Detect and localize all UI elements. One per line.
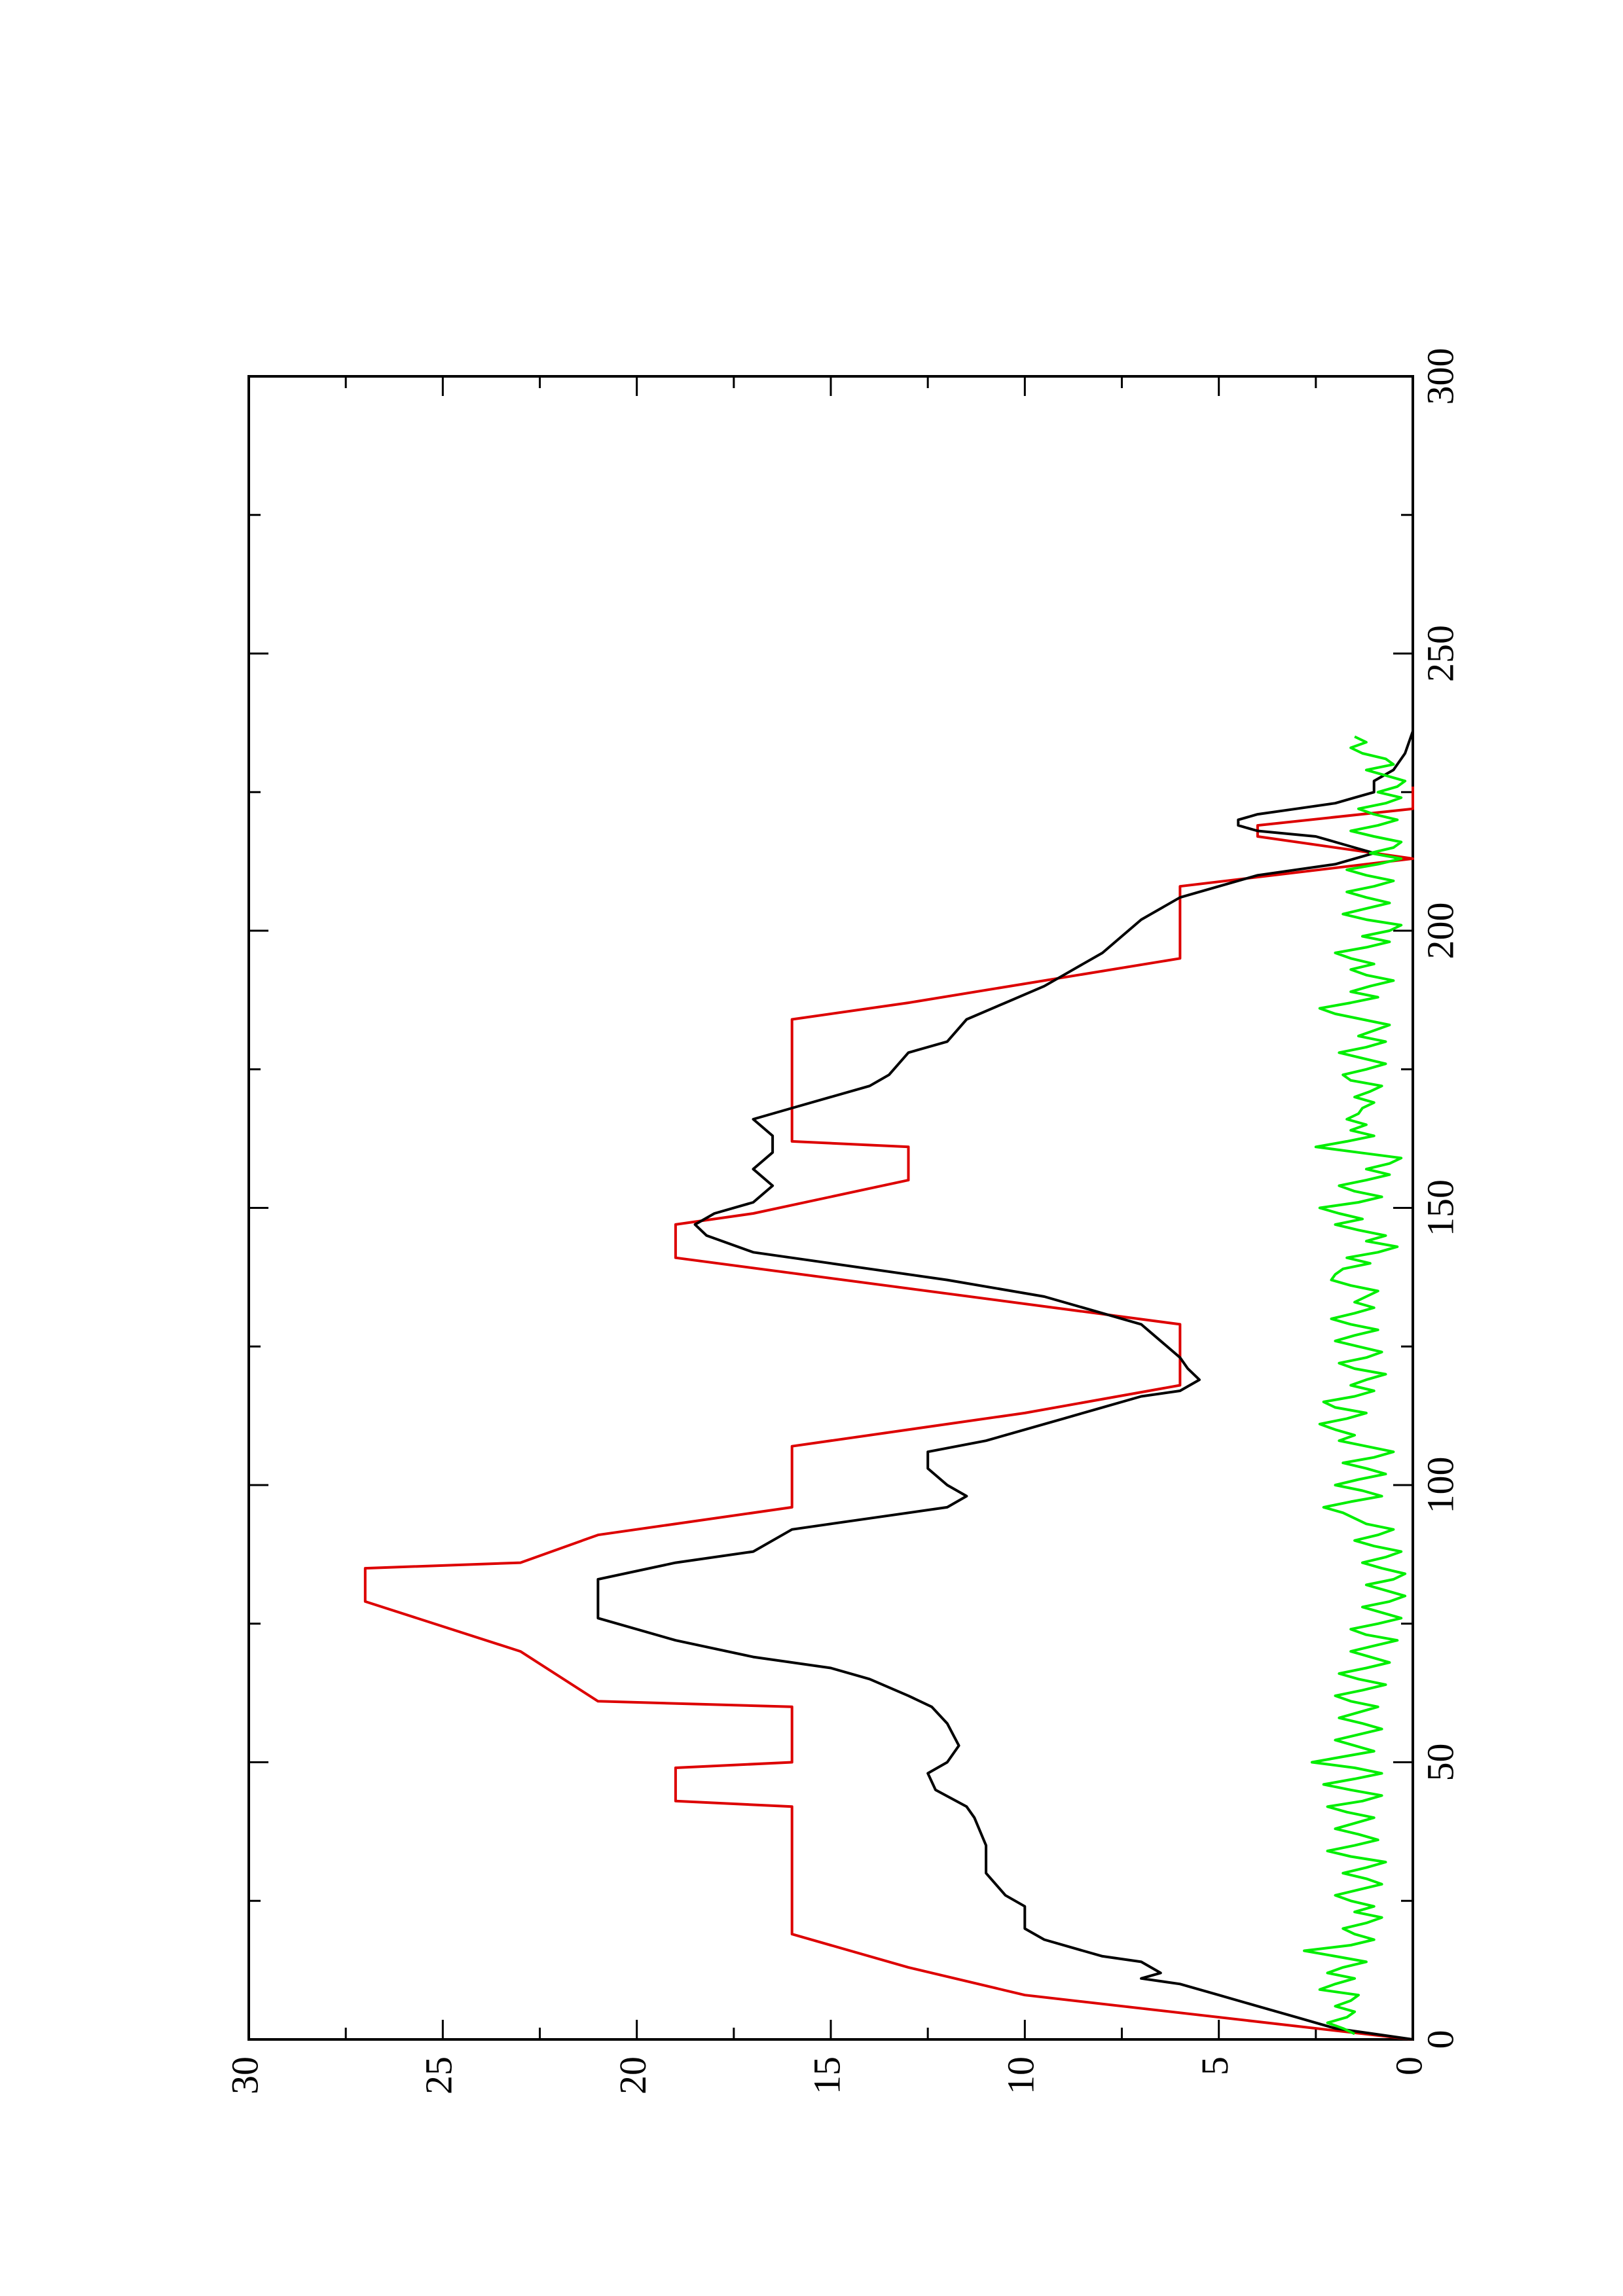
y-tick-label: 5: [1194, 2056, 1236, 2075]
plot-frame: [247, 375, 1414, 2041]
data-series: [363, 730, 1414, 2041]
x-tick-label: 0: [1419, 2030, 1461, 2049]
axis-tick-labels: 0 50 100 150 200 250 300 0 5 10 15 20 25 30: [223, 348, 1461, 2095]
x-tick-label: 300: [1419, 348, 1461, 405]
axis-ticks: [247, 375, 1414, 2041]
series-line-1: [363, 786, 1414, 2041]
series-line-2: [596, 730, 1414, 2041]
y-tick-label: 15: [805, 2056, 848, 2094]
series-line-3: [1303, 735, 1407, 2036]
y-tick-label: 10: [1000, 2056, 1042, 2094]
x-tick-label: 200: [1419, 903, 1461, 960]
x-tick-label: 150: [1419, 1179, 1461, 1236]
y-tick-label: 0: [1387, 2056, 1430, 2075]
y-tick-label: 20: [611, 2056, 654, 2094]
y-tick-label: 30: [223, 2056, 266, 2094]
x-tick-label: 100: [1419, 1457, 1461, 1514]
x-tick-label: 250: [1419, 625, 1461, 682]
y-tick-label: 25: [418, 2056, 460, 2094]
x-tick-label: 50: [1419, 1744, 1461, 1782]
